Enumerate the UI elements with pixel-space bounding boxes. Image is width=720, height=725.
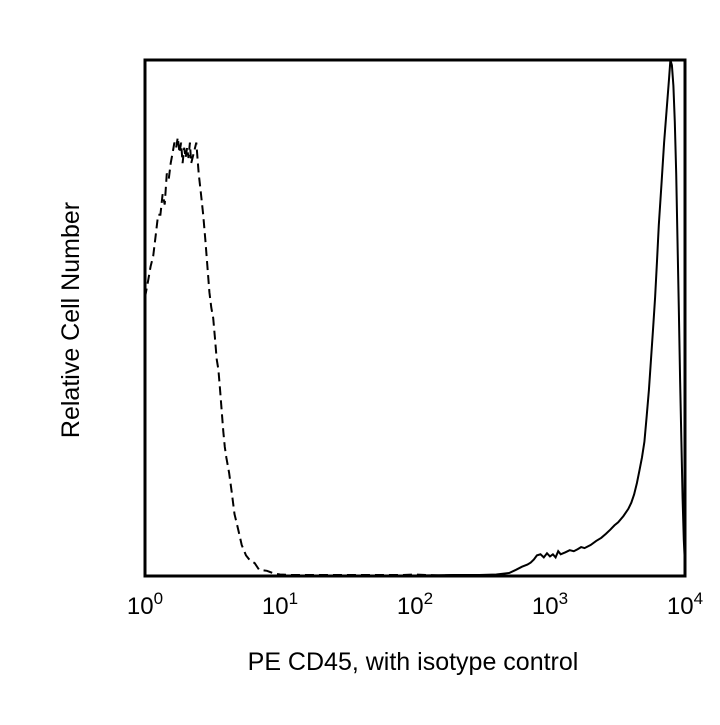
x-tick-label-3: 103 xyxy=(532,589,568,620)
x-tick-label-1: 101 xyxy=(262,589,298,620)
y-axis-label: Relative Cell Number xyxy=(57,202,85,438)
x-tick-label-2: 102 xyxy=(397,589,433,620)
isotype-control-histogram-line xyxy=(144,137,685,577)
x-tick-label-4: 104 xyxy=(667,589,703,620)
x-tick-label-0: 100 xyxy=(127,589,163,620)
x-tick-layer: 100 101 102 103 104 xyxy=(127,589,703,620)
pe-cd45-histogram-line xyxy=(145,59,686,577)
plot-frame xyxy=(143,58,687,578)
x-axis-label: PE CD45, with isotype control xyxy=(248,648,579,676)
series-layer xyxy=(144,59,686,577)
